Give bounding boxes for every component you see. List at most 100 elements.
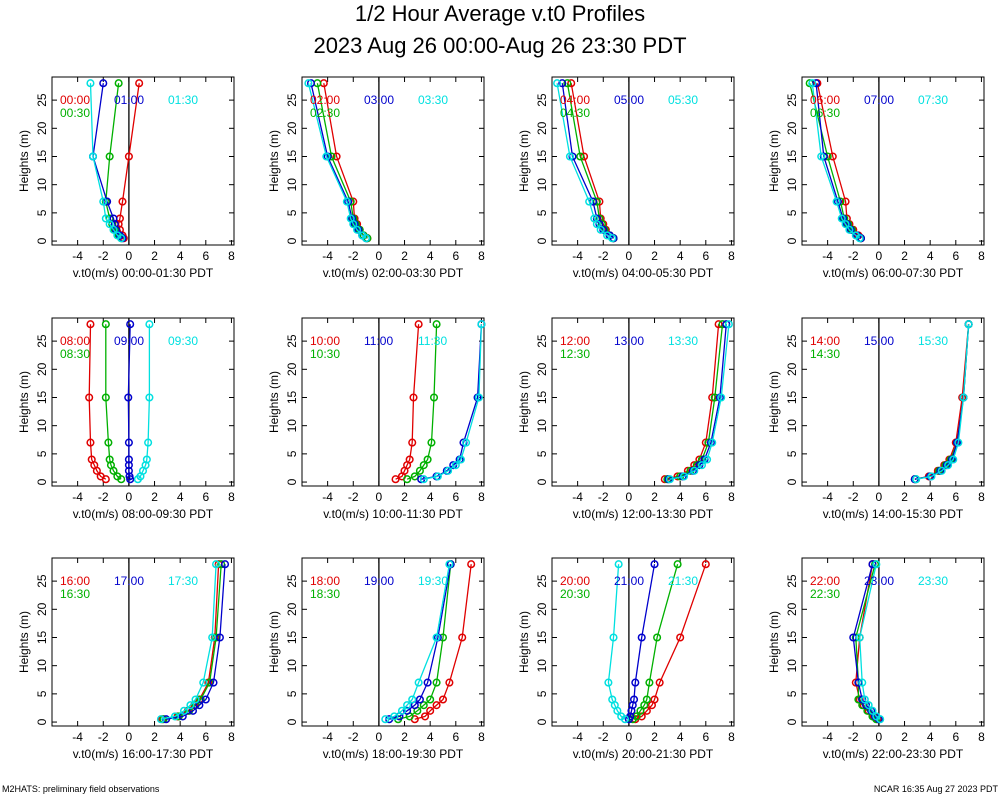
data-point bbox=[390, 712, 399, 721]
y-tick-label: 25 bbox=[785, 334, 799, 348]
data-point bbox=[944, 461, 953, 470]
data-point bbox=[937, 466, 946, 475]
data-point bbox=[105, 152, 114, 161]
data-point bbox=[109, 225, 118, 234]
data-point bbox=[703, 455, 712, 464]
x-tick-label: 6 bbox=[202, 249, 209, 263]
y-tick-label: 10 bbox=[285, 659, 299, 673]
data-point bbox=[708, 393, 717, 402]
legend-label: 02:30 bbox=[310, 106, 340, 120]
x-tick-label: 8 bbox=[978, 490, 985, 504]
x-tick-label: 6 bbox=[202, 490, 209, 504]
data-point bbox=[665, 475, 674, 484]
data-point bbox=[113, 231, 122, 240]
legend-label: 10:30 bbox=[310, 347, 340, 361]
panel: -4 -2 0 2 4 6 8 0 5 10 15 20 25 v.t0(m/s) 18:00-19:30… bbox=[267, 557, 485, 761]
legend-label: 21:00 bbox=[614, 574, 644, 588]
x-tick-label: -4 bbox=[572, 490, 583, 504]
y-tick-label: 10 bbox=[535, 659, 549, 673]
data-point bbox=[456, 455, 465, 464]
y-axis-label: Heights (m) bbox=[517, 611, 531, 673]
y-tick-label: 15 bbox=[35, 630, 49, 644]
legend-label: 21:30 bbox=[668, 574, 698, 588]
data-point bbox=[724, 320, 733, 329]
legend-label: 23:30 bbox=[918, 574, 948, 588]
x-tick-label: -2 bbox=[598, 490, 609, 504]
x-tick-label: 4 bbox=[177, 490, 184, 504]
y-tick-label: 20 bbox=[35, 362, 49, 376]
data-point bbox=[403, 701, 412, 710]
x-axis-label: v.t0(m/s) 16:00-17:30 PDT bbox=[73, 747, 214, 761]
x-tick-label: -2 bbox=[848, 249, 859, 263]
data-point bbox=[841, 197, 850, 206]
x-tick-label: 0 bbox=[126, 490, 133, 504]
y-tick-label: 25 bbox=[35, 574, 49, 588]
data-point bbox=[101, 320, 110, 329]
data-point bbox=[603, 231, 612, 240]
x-tick-label: 4 bbox=[927, 249, 934, 263]
data-point bbox=[864, 701, 873, 710]
y-tick-label: 0 bbox=[35, 237, 49, 244]
x-tick-label: 2 bbox=[651, 490, 658, 504]
x-tick-label: 8 bbox=[978, 730, 985, 744]
data-point bbox=[697, 461, 707, 470]
legend-label: 20:30 bbox=[560, 587, 590, 601]
x-tick-label: -4 bbox=[322, 490, 333, 504]
data-point bbox=[220, 560, 230, 569]
legend-label: 04:30 bbox=[560, 106, 590, 120]
y-axis-label: Heights (m) bbox=[517, 130, 531, 192]
data-point bbox=[391, 475, 400, 484]
x-tick-label: 6 bbox=[702, 730, 709, 744]
data-point bbox=[445, 560, 454, 569]
data-point bbox=[114, 79, 123, 88]
data-point bbox=[631, 678, 640, 687]
data-point bbox=[673, 560, 682, 569]
data-point bbox=[126, 320, 135, 329]
y-tick-label: 0 bbox=[285, 478, 299, 485]
y-tick-label: 0 bbox=[285, 718, 299, 725]
data-point bbox=[403, 475, 412, 484]
data-point bbox=[322, 152, 331, 161]
x-tick-label: 8 bbox=[728, 730, 735, 744]
data-point bbox=[432, 678, 441, 687]
y-tick-label: 20 bbox=[285, 121, 299, 135]
y-tick-label: 20 bbox=[785, 362, 799, 376]
y-tick-label: 25 bbox=[785, 574, 799, 588]
footer-right: NCAR 16:35 Aug 27 2023 PDT bbox=[874, 784, 999, 794]
data-point bbox=[568, 152, 577, 161]
x-axis-label: v.t0(m/s) 10:00-11:30 PDT bbox=[323, 507, 463, 521]
x-tick-label: 8 bbox=[728, 249, 735, 263]
x-axis-label: v.t0(m/s) 12:00-13:30 PDT bbox=[573, 507, 714, 521]
x-tick-label: 6 bbox=[952, 490, 959, 504]
y-tick-label: 0 bbox=[35, 718, 49, 725]
x-tick-label: -2 bbox=[98, 490, 109, 504]
data-point bbox=[604, 678, 613, 687]
x-tick-label: 6 bbox=[452, 730, 459, 744]
data-point bbox=[408, 695, 417, 704]
x-tick-label: 2 bbox=[151, 490, 158, 504]
x-tick-label: -2 bbox=[98, 730, 109, 744]
y-tick-label: 15 bbox=[785, 630, 799, 644]
y-tick-label: 20 bbox=[785, 121, 799, 135]
x-tick-label: 2 bbox=[901, 249, 908, 263]
legend-label: 06:30 bbox=[810, 106, 840, 120]
legend-label: 02:00 bbox=[310, 93, 340, 107]
data-point bbox=[156, 715, 165, 724]
data-point bbox=[426, 706, 435, 715]
panel: -4 -2 0 2 4 6 8 0 5 10 15 20 25 v.t0(m/s) 20:00-21:30… bbox=[517, 557, 735, 761]
x-tick-label: 8 bbox=[228, 730, 235, 744]
y-tick-label: 25 bbox=[285, 334, 299, 348]
data-point bbox=[629, 695, 639, 704]
x-tick-label: 8 bbox=[478, 730, 485, 744]
legend-label: 19:00 bbox=[364, 574, 394, 588]
data-point bbox=[817, 152, 826, 161]
legend-label: 04:00 bbox=[560, 93, 590, 107]
data-point bbox=[467, 560, 476, 569]
data-point bbox=[201, 695, 210, 704]
legend-label: 05:30 bbox=[668, 93, 698, 107]
y-axis-label: Heights (m) bbox=[767, 371, 781, 433]
data-point bbox=[346, 214, 355, 223]
page-subtitle: 2023 Aug 26 00:00-Aug 26 23:30 PDT bbox=[313, 33, 686, 58]
y-tick-label: 5 bbox=[535, 690, 549, 697]
legend-label: 22:30 bbox=[810, 587, 840, 601]
